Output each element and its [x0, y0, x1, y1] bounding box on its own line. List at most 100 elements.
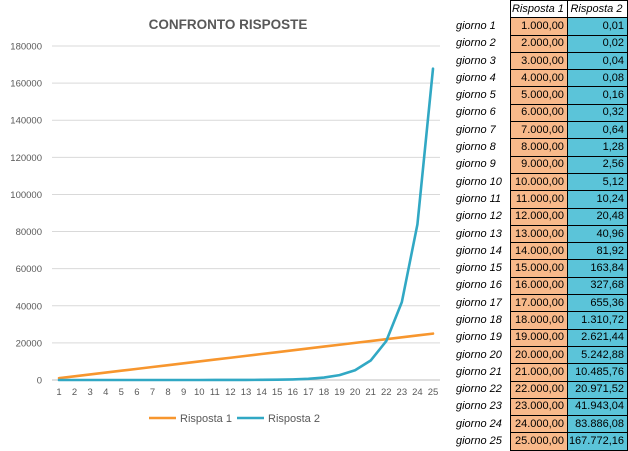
cell-risposta-1: 20.000,00 — [509, 345, 568, 365]
row-label: giorno 8 — [456, 141, 496, 154]
row-label: giorno 22 — [456, 383, 502, 396]
y-tick-label: 120000 — [10, 153, 42, 164]
table-row: giorno 23 23.000,00 41.943,04 — [455, 397, 628, 417]
row-label: giorno 3 — [456, 54, 496, 67]
chart-title: CONFRONTO RISPOSTE — [149, 17, 308, 32]
cell-risposta-1: 18.000,00 — [509, 311, 568, 330]
x-tick-label: 18 — [319, 387, 330, 398]
cell-risposta-2: 20,48 — [566, 207, 628, 226]
table-row: giorno 4 4.000,00 0,08 — [455, 69, 628, 88]
chart-area: CONFRONTO RISPOSTE 0 20000 40000 60000 80000… — [10, 17, 440, 425]
table-row: giorno 9 9.000,00 2,56 — [455, 155, 628, 174]
table-row: giorno 18 18.000,00 1.310,72 — [455, 311, 628, 330]
table-row: giorno 20 20.000,00 5.242,88 — [455, 345, 628, 365]
table-row: giorno 22 22.000,00 20.971,52 — [455, 380, 628, 399]
table-row: giorno 16 16.000,00 327,68 — [455, 276, 628, 296]
table-row: giorno 21 21.000,00 10.485,76 — [455, 363, 628, 382]
y-axis-ticks: 0 20000 40000 60000 80000 100000 120000 140000 1… — [10, 42, 42, 387]
x-tick-label: 8 — [165, 387, 170, 398]
row-label: giorno 24 — [456, 417, 502, 430]
cell-risposta-2: 163,84 — [566, 259, 628, 278]
row-label: giorno 2 — [456, 37, 496, 50]
table-row: giorno 24 24.000,00 83.886,08 — [455, 415, 628, 434]
table-row: giorno 15 15.000,00 163,84 — [455, 259, 628, 278]
cell-risposta-1: 23.000,00 — [509, 397, 568, 417]
table-row: giorno 2 2.000,00 0,02 — [455, 34, 628, 53]
gridlines — [52, 45, 440, 381]
cell-risposta-2: 40,96 — [566, 224, 628, 244]
row-label: giorno 11 — [456, 192, 502, 205]
cell-risposta-1: 3.000,00 — [509, 51, 568, 71]
x-tick-label: 20 — [350, 387, 361, 398]
y-tick-label: 160000 — [10, 79, 42, 90]
row-label: giorno 15 — [456, 262, 502, 275]
row-label: giorno 1 — [456, 19, 496, 32]
cell-risposta-2: 1.310,72 — [566, 311, 628, 330]
legend-label-risposta-1: Risposta 1 — [180, 413, 232, 425]
row-label: giorno 7 — [456, 123, 496, 136]
x-tick-label: 21 — [365, 387, 376, 398]
cell-risposta-1: 9.000,00 — [509, 155, 568, 174]
cell-risposta-1: 24.000,00 — [509, 415, 568, 434]
x-tick-label: 1 — [56, 387, 61, 398]
cell-risposta-1: 11.000,00 — [509, 190, 568, 209]
cell-risposta-1: 7.000,00 — [509, 121, 568, 140]
table-row: giorno 19 19.000,00 2.621,44 — [455, 328, 628, 347]
x-tick-label: 11 — [210, 387, 220, 398]
cell-risposta-1: 22.000,00 — [509, 380, 568, 399]
x-tick-label: 3 — [88, 387, 93, 398]
cell-risposta-2: 2.621,44 — [566, 328, 628, 347]
cell-risposta-2: 1,28 — [566, 138, 628, 157]
cell-risposta-1: 17.000,00 — [509, 294, 568, 313]
table-row: giorno 11 11.000,00 10,24 — [455, 190, 628, 209]
cell-risposta-1: 4.000,00 — [509, 69, 568, 88]
cell-risposta-2: 81,92 — [566, 242, 628, 261]
cell-risposta-1: 5.000,00 — [509, 86, 568, 105]
row-label: giorno 17 — [456, 296, 502, 309]
table-row: giorno 7 7.000,00 0,64 — [455, 121, 628, 140]
x-tick-label: 9 — [181, 387, 186, 398]
cell-risposta-2: 2,56 — [566, 155, 628, 174]
y-tick-label: 100000 — [10, 190, 42, 201]
legend-label-risposta-2: Risposta 2 — [268, 413, 320, 425]
table-row: giorno 8 8.000,00 1,28 — [455, 138, 628, 157]
x-tick-label: 12 — [225, 387, 236, 398]
cell-risposta-1: 2.000,00 — [509, 34, 568, 53]
cell-risposta-1: 1.000,00 — [509, 17, 568, 36]
column-header-risposta-1: Risposta 1 — [509, 0, 568, 19]
x-tick-label: 23 — [397, 387, 408, 398]
row-label: giorno 13 — [456, 227, 502, 240]
y-tick-label: 180000 — [10, 42, 42, 53]
cell-risposta-1: 15.000,00 — [509, 259, 568, 278]
cell-risposta-2: 0,01 — [566, 17, 628, 36]
x-tick-label: 16 — [287, 387, 298, 398]
cell-risposta-1: 21.000,00 — [509, 363, 568, 382]
x-axis-ticks: 1 2 3 4 5 6 7 8 9 10 11 12 13 14 15 16 17 18 19 20 21 22 23 24 2… — [56, 387, 438, 398]
cell-risposta-2: 0,08 — [566, 69, 628, 88]
y-tick-label: 0 — [37, 376, 42, 387]
row-label: giorno 20 — [456, 348, 502, 361]
y-tick-label: 20000 — [16, 338, 42, 349]
y-tick-label: 80000 — [16, 227, 42, 238]
row-label: giorno 6 — [456, 106, 496, 119]
row-label: giorno 16 — [456, 279, 502, 292]
table-row: giorno 13 13.000,00 40,96 — [455, 224, 628, 244]
row-label: giorno 9 — [456, 158, 496, 171]
x-tick-label: 13 — [241, 387, 252, 398]
series-line-1 — [57, 332, 435, 380]
row-label: giorno 18 — [456, 313, 502, 326]
x-tick-label: 7 — [150, 387, 155, 398]
x-tick-label: 4 — [103, 387, 108, 398]
x-tick-label: 24 — [412, 387, 423, 398]
table-row: giorno 17 17.000,00 655,36 — [455, 294, 628, 313]
cell-risposta-1: 14.000,00 — [509, 242, 568, 261]
x-tick-label: 14 — [256, 387, 267, 398]
cell-risposta-2: 10,24 — [566, 190, 628, 209]
x-tick-label: 15 — [272, 387, 283, 398]
table-corner — [455, 0, 511, 18]
x-tick-label: 17 — [303, 387, 314, 398]
table-row: giorno 3 3.000,00 0,04 — [455, 51, 628, 71]
cell-risposta-2: 5,12 — [566, 172, 628, 192]
cell-risposta-1: 10.000,00 — [509, 172, 568, 192]
x-tick-label: 22 — [381, 387, 392, 398]
